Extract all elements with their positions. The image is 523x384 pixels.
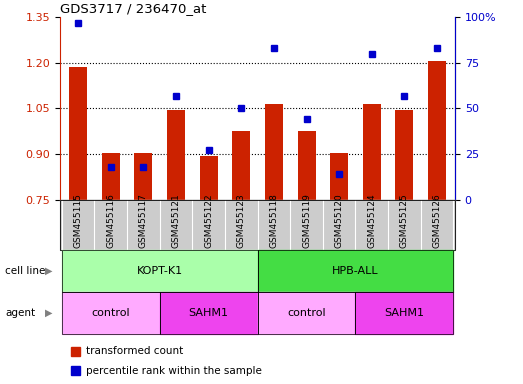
Text: KOPT-K1: KOPT-K1 <box>137 266 183 276</box>
Bar <box>200 156 218 200</box>
Text: GSM455117: GSM455117 <box>139 193 148 248</box>
Text: GSM455115: GSM455115 <box>74 193 83 248</box>
Text: GSM455119: GSM455119 <box>302 193 311 248</box>
Text: GDS3717 / 236470_at: GDS3717 / 236470_at <box>60 2 207 15</box>
Text: GSM455121: GSM455121 <box>172 193 180 248</box>
Text: GSM455126: GSM455126 <box>433 193 441 248</box>
Text: GSM455116: GSM455116 <box>106 193 115 248</box>
Text: SAHM1: SAHM1 <box>189 308 229 318</box>
Text: percentile rank within the sample: percentile rank within the sample <box>86 366 262 376</box>
Bar <box>69 68 87 200</box>
Bar <box>102 152 120 200</box>
Text: transformed count: transformed count <box>86 346 184 356</box>
Text: HPB-ALL: HPB-ALL <box>332 266 379 276</box>
Text: cell line: cell line <box>5 266 46 276</box>
Bar <box>363 104 381 200</box>
Text: GSM455118: GSM455118 <box>269 193 278 248</box>
Text: GSM455124: GSM455124 <box>367 193 376 248</box>
Text: GSM455123: GSM455123 <box>237 193 246 248</box>
Bar <box>265 104 283 200</box>
Text: control: control <box>92 308 130 318</box>
Text: SAHM1: SAHM1 <box>384 308 425 318</box>
Text: control: control <box>287 308 326 318</box>
Bar <box>134 152 152 200</box>
Bar <box>167 110 185 200</box>
Text: ▶: ▶ <box>45 308 52 318</box>
Text: GSM455125: GSM455125 <box>400 193 409 248</box>
Bar <box>395 110 413 200</box>
Text: agent: agent <box>5 308 36 318</box>
Text: ▶: ▶ <box>45 266 52 276</box>
Bar <box>330 152 348 200</box>
Bar <box>428 61 446 200</box>
Text: GSM455120: GSM455120 <box>335 193 344 248</box>
Bar <box>298 131 315 200</box>
Text: GSM455122: GSM455122 <box>204 193 213 248</box>
Bar <box>232 131 250 200</box>
